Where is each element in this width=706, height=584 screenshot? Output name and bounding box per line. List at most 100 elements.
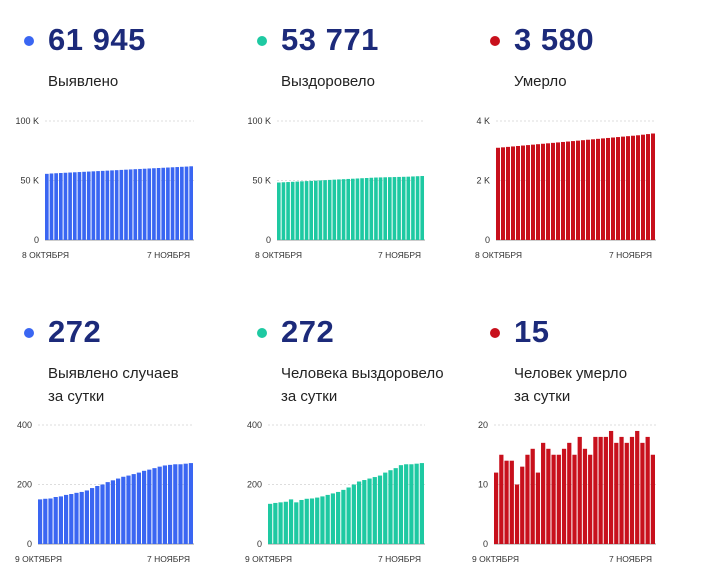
bar xyxy=(504,460,509,544)
bar xyxy=(277,182,281,240)
y-tick-label: 200 xyxy=(247,480,262,490)
y-tick-label: 4 K xyxy=(476,116,490,126)
bar xyxy=(411,176,415,240)
bar xyxy=(635,430,640,544)
bar xyxy=(346,178,351,240)
bar xyxy=(641,134,645,240)
bar xyxy=(147,469,152,545)
bar xyxy=(58,496,63,544)
bar xyxy=(651,133,655,240)
bar xyxy=(356,481,362,544)
bar xyxy=(180,166,184,240)
bar xyxy=(304,498,309,544)
bar xyxy=(576,140,580,240)
bar xyxy=(162,465,167,544)
x-tick-label-start: 8 ОКТЯБРЯ xyxy=(255,250,302,260)
panel-daily-recovered: 272 Человека выздоровело за сутки xyxy=(233,292,458,584)
bar xyxy=(377,475,383,544)
x-tick-label-end: 7 НОЯБРЯ xyxy=(378,554,421,564)
bar xyxy=(315,497,320,544)
total-recovered-label: Выздоровело xyxy=(281,73,376,90)
bar xyxy=(283,501,288,544)
bar xyxy=(593,436,598,544)
bar xyxy=(383,177,388,240)
bar xyxy=(383,472,388,544)
bar xyxy=(124,169,128,240)
bar xyxy=(175,167,180,240)
bar xyxy=(397,176,401,240)
bar xyxy=(561,448,567,544)
bar xyxy=(38,499,43,545)
y-tick-label: 0 xyxy=(34,235,39,245)
bar xyxy=(362,480,367,544)
daily-deaths-label: Человек умерло за сутки xyxy=(514,365,628,405)
total-deaths-value: 3 580 xyxy=(514,22,595,57)
bar xyxy=(325,494,330,544)
bar xyxy=(299,499,304,544)
bar xyxy=(621,136,625,240)
bar xyxy=(541,143,545,240)
bar xyxy=(341,179,346,240)
x-tick-label-start: 9 ОКТЯБРЯ xyxy=(245,554,292,564)
bar xyxy=(401,176,406,240)
bar xyxy=(82,171,86,240)
y-tick-label: 50 K xyxy=(252,176,271,186)
bar xyxy=(516,145,520,240)
bar xyxy=(178,464,183,544)
bar xyxy=(409,464,414,544)
total-recovered-value: 53 771 xyxy=(281,22,379,57)
red-dot-icon xyxy=(490,36,500,46)
bar xyxy=(300,181,304,240)
bar xyxy=(616,137,620,240)
bar xyxy=(96,171,100,240)
bar xyxy=(68,172,72,240)
bar xyxy=(536,144,540,240)
bar xyxy=(551,142,555,240)
bar xyxy=(404,464,409,544)
bar xyxy=(147,168,152,240)
bar xyxy=(184,166,189,240)
bar xyxy=(69,494,74,544)
bar xyxy=(374,177,378,240)
x-tick-label-end: 7 НОЯБРЯ xyxy=(609,250,652,260)
bar xyxy=(138,168,142,240)
panel-daily-cases: 272 Выявлено случаев за сутки xyxy=(0,292,225,584)
daily-deaths-value: 15 xyxy=(514,314,550,349)
bar xyxy=(323,180,327,240)
y-tick-label: 100 K xyxy=(15,116,39,126)
bar xyxy=(84,490,89,544)
bar xyxy=(636,135,640,240)
bar xyxy=(577,436,582,544)
bar xyxy=(581,140,585,240)
bar xyxy=(511,146,515,240)
bar xyxy=(586,139,590,240)
bar xyxy=(588,454,593,544)
bar xyxy=(142,470,147,544)
daily-recovered-value: 272 xyxy=(281,314,335,349)
bar xyxy=(320,496,325,544)
bar xyxy=(49,173,54,240)
bar xyxy=(74,492,79,544)
bar xyxy=(414,463,419,544)
bar xyxy=(608,430,614,544)
bar xyxy=(530,448,535,544)
bar xyxy=(121,476,126,544)
bar xyxy=(156,168,161,240)
blue-dot-icon xyxy=(24,328,34,338)
bar xyxy=(499,454,504,544)
bar xyxy=(281,182,286,240)
bar xyxy=(91,171,96,240)
y-tick-label: 400 xyxy=(17,420,32,430)
bar xyxy=(309,180,314,240)
bar xyxy=(189,166,193,240)
bar xyxy=(506,146,510,240)
bar xyxy=(393,468,398,544)
bar xyxy=(619,436,624,544)
bar xyxy=(526,145,530,240)
bar xyxy=(360,178,364,240)
bar xyxy=(332,179,337,240)
bar xyxy=(79,491,84,544)
bar xyxy=(77,172,82,240)
bar xyxy=(330,493,336,544)
bar xyxy=(624,442,629,544)
